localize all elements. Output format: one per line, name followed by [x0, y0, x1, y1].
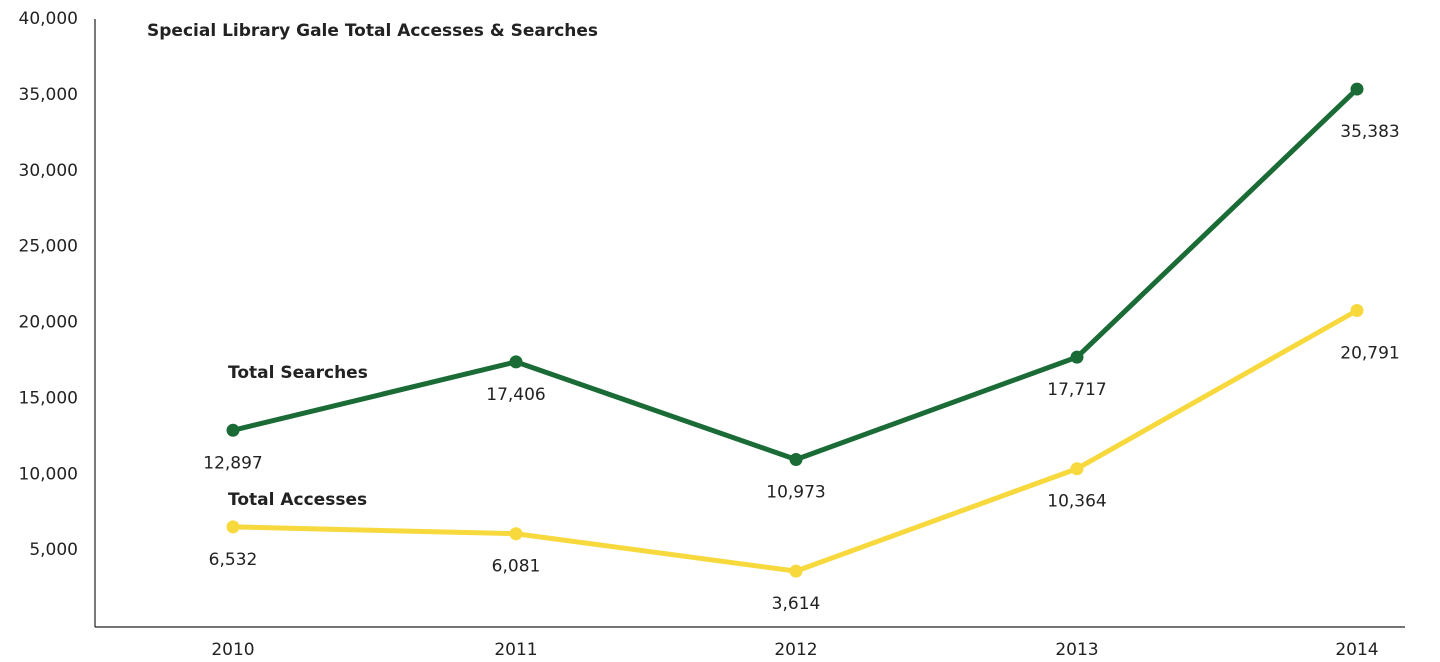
point [1350, 82, 1364, 96]
data-label: 12,897 [203, 453, 262, 473]
data-label: 10,973 [766, 482, 825, 502]
data-label: 6,532 [209, 550, 258, 570]
point [1070, 350, 1084, 364]
point [509, 527, 523, 541]
data-label: 6,081 [492, 557, 541, 577]
data-label: 17,406 [486, 385, 545, 405]
x-tick-label: 2010 [211, 640, 254, 660]
point [1350, 303, 1364, 317]
data-label: 17,717 [1047, 380, 1106, 400]
series-line [232, 308, 1359, 574]
y-tick-label: 35,000 [19, 85, 78, 105]
chart-title: Special Library Gale Total Accesses & Se… [147, 21, 598, 41]
y-tick-label: 10,000 [19, 464, 78, 484]
data-label: 35,383 [1340, 122, 1399, 142]
point [1070, 462, 1084, 476]
data-label: 10,364 [1047, 492, 1106, 512]
y-tick-label: 30,000 [19, 161, 78, 181]
data-label: 3,614 [772, 594, 821, 614]
y-tick-label: 25,000 [19, 237, 78, 257]
x-tick-label: 2014 [1335, 640, 1378, 660]
x-tick-label: 2012 [774, 640, 817, 660]
y-tick-label: 20,000 [19, 313, 78, 333]
y-tick-label: 15,000 [19, 388, 78, 408]
point [789, 564, 803, 578]
x-tick-label: 2011 [494, 640, 537, 660]
point [226, 520, 240, 534]
point [509, 355, 523, 369]
y-tick-label: 5,000 [29, 540, 78, 560]
series-name: Total Accesses [228, 490, 367, 510]
y-tick-label: 40,000 [19, 9, 78, 29]
x-tick-label: 2013 [1055, 640, 1098, 660]
data-label: 20,791 [1340, 343, 1399, 363]
series-name: Total Searches [228, 363, 368, 383]
point [789, 452, 803, 466]
point [226, 423, 240, 437]
